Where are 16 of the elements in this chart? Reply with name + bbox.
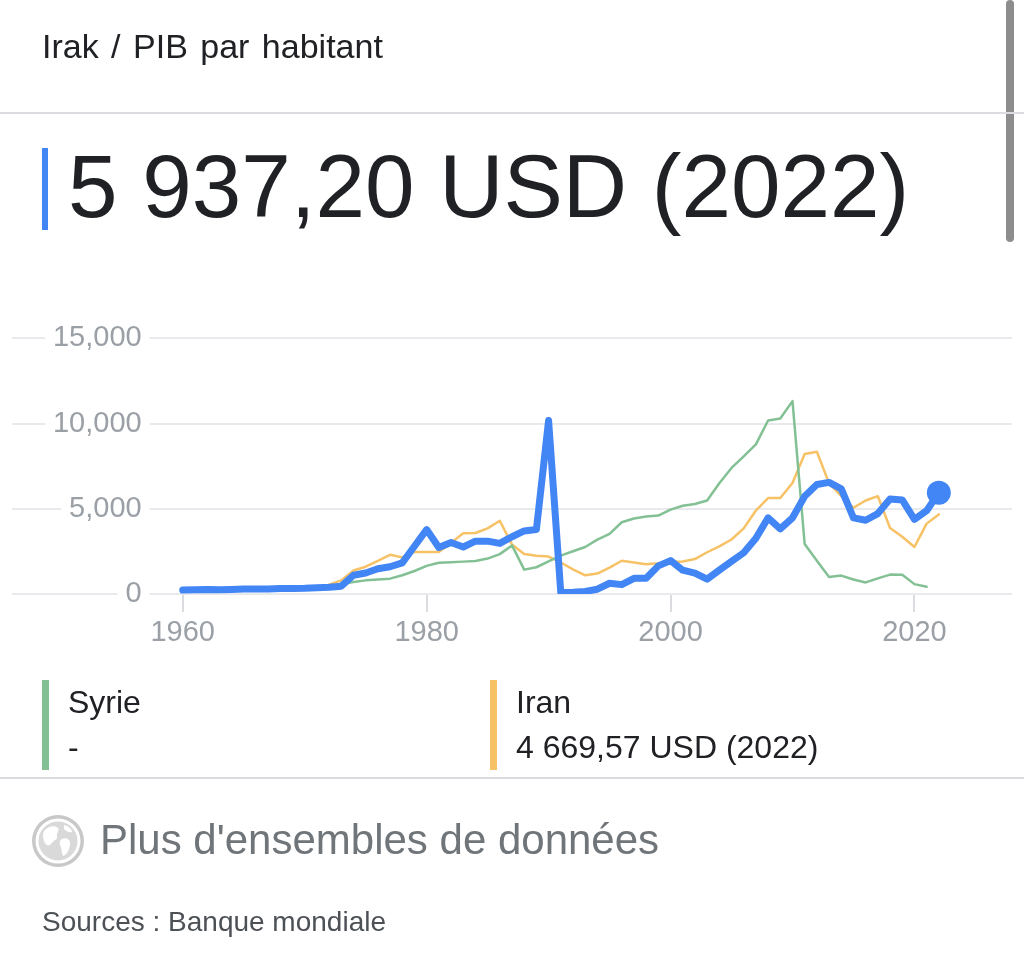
- text: 4 669,57 USD (2022): [516, 729, 819, 765]
- x-tick-label: 1980: [394, 615, 459, 648]
- y-tick-label: 5,000: [69, 490, 142, 523]
- y-tick-label: 10,000: [53, 405, 142, 438]
- x-tick-label: 2000: [638, 615, 703, 648]
- x-tick-label: 1960: [150, 615, 215, 648]
- chart-title: Irak / PIB par habitant: [42, 26, 383, 66]
- x-tick-label: 2020: [882, 615, 947, 648]
- y-tick-label: 0: [125, 576, 142, 608]
- legend-label: Syrie: [68, 684, 141, 720]
- source-note: Sources : Banque mondiale: [42, 905, 386, 939]
- legend-label: Iran: [516, 684, 572, 720]
- text: -: [68, 729, 79, 765]
- y-tick-label: 15,000: [53, 320, 142, 353]
- text: Plus d'ensembles de données: [100, 815, 660, 865]
- chart-subtitle: 5 937,20 USD (2022): [68, 136, 910, 236]
